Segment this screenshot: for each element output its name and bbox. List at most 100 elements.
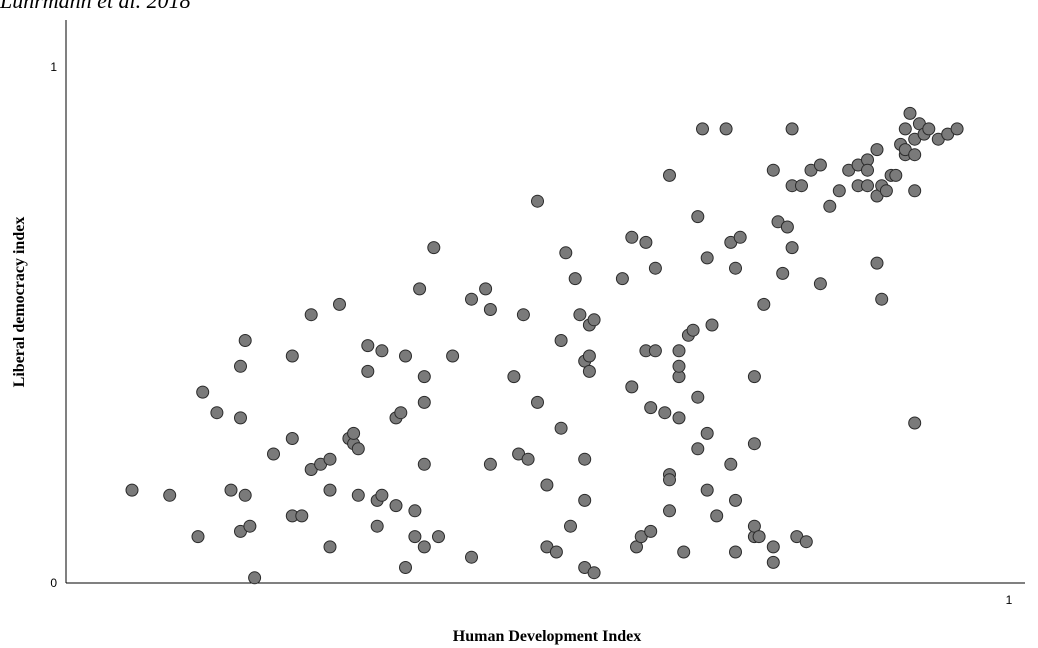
data-point (568, 272, 582, 286)
data-point (191, 530, 205, 544)
data-point (587, 313, 601, 327)
data-point (417, 370, 431, 384)
data-point (549, 545, 563, 559)
data-point (766, 555, 780, 569)
data-point (625, 230, 639, 244)
data-point (799, 535, 813, 549)
data-point (163, 488, 177, 502)
data-point (394, 406, 408, 420)
axes (65, 20, 1025, 584)
data-point (950, 122, 964, 136)
data-point (677, 545, 691, 559)
data-point (648, 344, 662, 358)
data-point (729, 545, 742, 559)
data-point (672, 344, 686, 358)
data-point (531, 395, 544, 409)
data-point (295, 509, 309, 523)
data-point (700, 426, 714, 440)
data-point (908, 148, 922, 162)
data-point (370, 519, 384, 533)
data-point (729, 261, 742, 275)
data-point (417, 395, 431, 409)
data-point (210, 406, 224, 420)
data-point (432, 530, 445, 544)
data-point (375, 344, 389, 358)
data-point (196, 385, 210, 399)
data-point (578, 452, 592, 466)
data-point (417, 540, 431, 554)
data-point (399, 561, 412, 574)
data-point (658, 406, 672, 420)
data-point (361, 364, 375, 378)
x-axis-title: Human Development Index (453, 628, 641, 645)
data-point (691, 210, 705, 224)
data-point (573, 308, 587, 322)
data-point (747, 437, 761, 451)
data-point (578, 493, 592, 507)
x-tick-label: 1 (1006, 593, 1013, 607)
data-point (554, 334, 568, 347)
data-point (672, 359, 686, 373)
data-point (554, 421, 568, 435)
data-point (285, 349, 299, 363)
data-point (361, 339, 375, 353)
data-point (267, 447, 280, 461)
data-point (648, 261, 662, 275)
data-point (813, 277, 827, 291)
data-point (483, 457, 497, 471)
data-point (408, 530, 422, 544)
data-point (479, 282, 493, 296)
data-point (323, 540, 337, 554)
data-point (516, 308, 530, 322)
data-point (663, 473, 676, 487)
data-point (663, 168, 676, 182)
data-point (757, 297, 771, 311)
data-point (766, 540, 780, 554)
data-point (780, 220, 794, 234)
data-point (540, 478, 554, 492)
data-point (733, 230, 747, 244)
data-point (663, 504, 676, 518)
data-point (323, 452, 337, 466)
data-point (521, 452, 535, 466)
data-point (908, 416, 922, 430)
data-point (705, 318, 719, 332)
data-point (875, 292, 889, 306)
data-point (234, 411, 247, 425)
data-point (587, 566, 601, 580)
data-point (861, 163, 874, 177)
data-point (922, 122, 936, 136)
data-point (483, 303, 497, 316)
data-point (465, 550, 478, 564)
data-point (347, 426, 361, 440)
data-point (375, 488, 389, 502)
data-point (879, 184, 893, 198)
data-point (234, 359, 247, 373)
data-point (285, 432, 299, 445)
data-point (304, 308, 318, 322)
data-point (413, 282, 427, 296)
data-point (248, 571, 262, 585)
data-point (224, 483, 238, 497)
data-point (908, 184, 922, 198)
data-point (243, 519, 257, 533)
data-point (752, 530, 766, 544)
data-point (351, 488, 365, 502)
data-point (564, 519, 577, 533)
data-point (446, 349, 460, 363)
data-point (870, 256, 884, 270)
data-point (710, 509, 724, 523)
data-point (644, 524, 658, 538)
y-axis-title: Liberal democracy index (11, 217, 28, 388)
y-tick-label: 1 (50, 60, 57, 74)
data-point (729, 493, 742, 507)
y-tick-label: 0 (50, 576, 57, 590)
data-point (785, 241, 799, 255)
data-point (399, 349, 412, 363)
data-point (696, 122, 709, 136)
data-point (724, 457, 738, 471)
tick-labels: 1 0 1 (50, 60, 1012, 607)
data-point (639, 235, 653, 249)
data-point (719, 122, 733, 136)
data-point (672, 411, 686, 425)
